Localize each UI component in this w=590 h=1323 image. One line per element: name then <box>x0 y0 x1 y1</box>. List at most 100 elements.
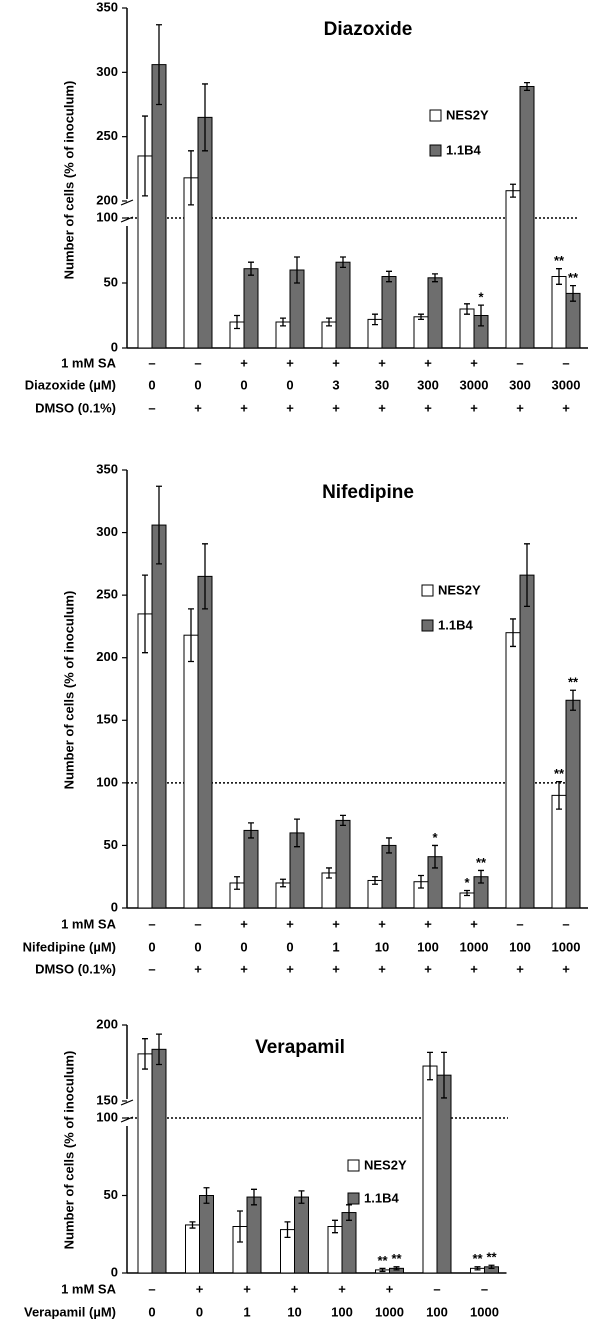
error-bar <box>156 24 162 106</box>
condition-value: 10 <box>287 1304 301 1319</box>
bar <box>183 634 199 909</box>
legend-label: NES2Y <box>446 107 489 122</box>
error-bar <box>427 1051 433 1081</box>
condition-value: + <box>194 961 202 976</box>
condition-value: – <box>481 1281 488 1296</box>
bar <box>519 574 535 909</box>
significance: ** <box>554 253 565 268</box>
condition-value: – <box>194 355 201 370</box>
condition-value: + <box>562 961 570 976</box>
bar <box>413 316 429 349</box>
error-bar <box>326 317 332 327</box>
condition-value: + <box>240 916 248 931</box>
y-tick-label: 200 <box>96 192 118 207</box>
condition-value: 0 <box>148 377 155 392</box>
condition-value: 10 <box>375 939 389 954</box>
error-bar <box>510 618 516 648</box>
chart-title: Diazoxide <box>324 19 413 40</box>
y-tick-label: 100 <box>96 1109 118 1124</box>
error-bar <box>346 1204 352 1221</box>
legend-swatch <box>347 1159 360 1172</box>
condition-value: 3 <box>332 377 339 392</box>
condition-value: 100 <box>426 1304 448 1319</box>
bar <box>505 190 521 349</box>
condition-value: 1000 <box>470 1304 499 1319</box>
error-bar <box>237 1210 243 1243</box>
legend-label: NES2Y <box>438 582 481 597</box>
bar <box>151 64 167 349</box>
significance: * <box>432 830 438 845</box>
condition-value: 0 <box>148 1304 155 1319</box>
bar <box>243 829 259 909</box>
error-bar <box>488 1264 495 1269</box>
condition-value: 1 <box>243 1304 250 1319</box>
error-bar <box>418 313 424 321</box>
error-bar <box>156 1033 162 1066</box>
condition-value: – <box>562 355 569 370</box>
significance: ** <box>377 1253 388 1268</box>
condition-value: 0 <box>240 377 247 392</box>
error-bar <box>284 1221 291 1238</box>
bar <box>151 524 167 909</box>
condition-value: – <box>148 400 155 415</box>
condition-value: 1000 <box>552 939 581 954</box>
bar <box>427 277 443 349</box>
error-bar <box>188 150 194 206</box>
condition-value: + <box>240 961 248 976</box>
error-bar <box>332 1219 338 1234</box>
bar <box>381 844 397 909</box>
bar <box>197 116 213 349</box>
error-bar <box>372 313 378 326</box>
y-tick-label: 350 <box>96 461 118 476</box>
condition-value: – <box>194 916 201 931</box>
y-axis-label: Number of cells (% of inoculum) <box>61 81 76 280</box>
y-tick-label: 200 <box>96 649 118 664</box>
y-axis-label: Number of cells (% of inoculum) <box>61 1051 76 1250</box>
legend-swatch <box>421 619 434 632</box>
bar <box>565 699 581 909</box>
error-bar <box>294 818 300 848</box>
condition-value: + <box>332 400 340 415</box>
bar <box>294 1196 309 1274</box>
condition-label: Verapamil (µM) <box>24 1304 116 1319</box>
condition-value: 100 <box>417 939 439 954</box>
legend-label: 1.1B4 <box>364 1190 399 1205</box>
error-bar <box>464 303 470 315</box>
condition-label: DMSO (0.1%) <box>35 961 116 976</box>
condition-value: + <box>378 400 386 415</box>
y-tick-label: 150 <box>96 1092 118 1107</box>
legend-swatch <box>347 1192 360 1205</box>
condition-label: 1 mM SA <box>61 355 117 370</box>
condition-value: + <box>516 400 524 415</box>
significance: ** <box>554 766 565 781</box>
y-tick-label: 350 <box>96 0 118 14</box>
error-bar <box>464 889 470 897</box>
error-bar <box>379 1267 386 1273</box>
y-tick-label: 100 <box>96 774 118 789</box>
error-bar <box>340 256 346 269</box>
y-tick-label: 100 <box>96 209 118 224</box>
condition-value: + <box>378 961 386 976</box>
y-tick-label: 250 <box>96 587 118 602</box>
condition-value: + <box>386 1281 394 1296</box>
significance: ** <box>486 1250 497 1265</box>
bar <box>335 819 351 909</box>
condition-value: 0 <box>196 1304 203 1319</box>
condition-value: 3000 <box>460 377 489 392</box>
condition-value: 30 <box>375 377 389 392</box>
bar <box>151 1048 167 1274</box>
condition-value: + <box>286 355 294 370</box>
y-tick-label: 300 <box>96 524 118 539</box>
condition-value: 300 <box>509 377 531 392</box>
bar <box>243 268 259 349</box>
condition-value: + <box>470 400 478 415</box>
error-bar <box>510 183 516 198</box>
error-bar <box>386 270 392 283</box>
condition-value: + <box>332 961 340 976</box>
condition-value: – <box>516 916 523 931</box>
legend-label: 1.1B4 <box>446 142 481 157</box>
error-bar <box>234 876 240 890</box>
bar <box>551 276 567 349</box>
error-bar <box>474 1266 481 1271</box>
